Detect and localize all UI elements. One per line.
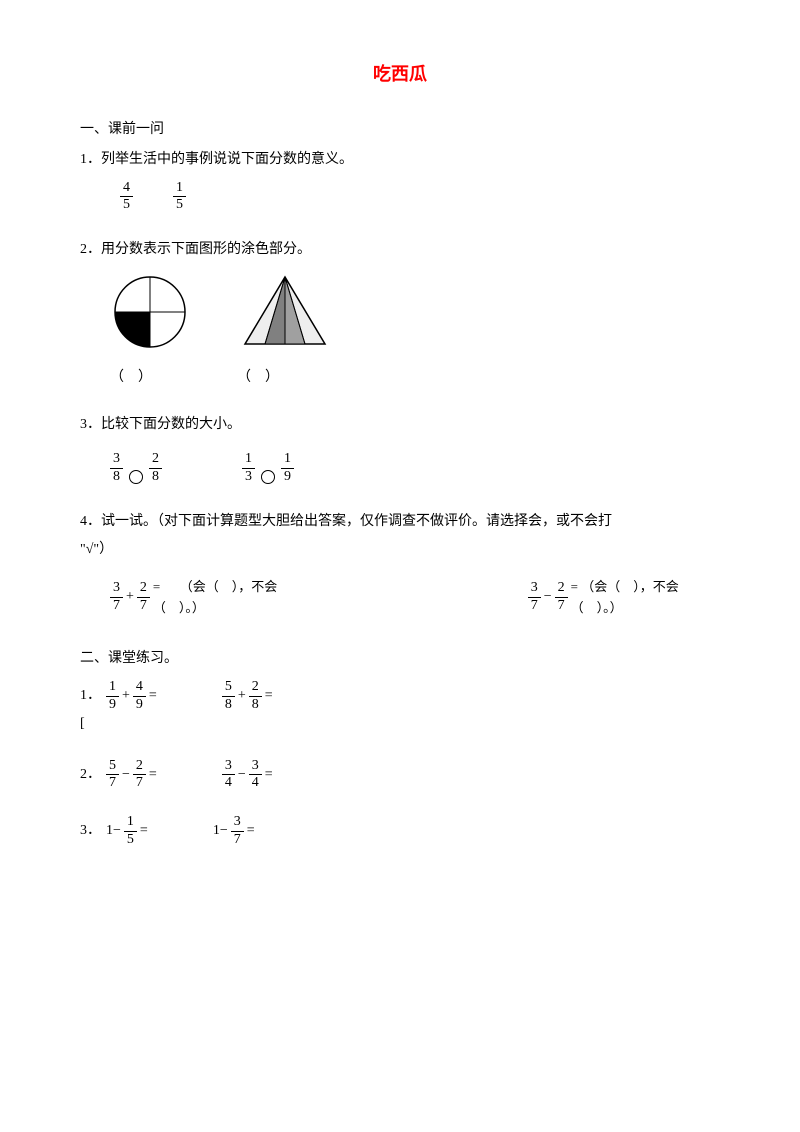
section-2-header: 二、课堂练习。	[80, 648, 720, 670]
q3-text: 3．比较下面分数的大小。	[80, 414, 720, 436]
q2-answers: （ ） （ ）	[110, 367, 720, 389]
fraction-4-5: 4 5	[120, 180, 133, 215]
section-1-header: 一、课前一问	[80, 119, 720, 141]
practice-row-2: 2． 57 − 27 = 34 − 34 =	[110, 758, 720, 793]
q2-text: 2．用分数表示下面图形的涂色部分。	[80, 239, 720, 261]
q2-answer-2[interactable]: （ ）	[237, 367, 279, 389]
q2-answer-1[interactable]: （ ）	[110, 367, 152, 389]
row-label: 3．	[80, 820, 101, 842]
compare-circle-icon[interactable]	[261, 470, 275, 484]
q1-text: 1．列举生活中的事例说说下面分数的意义。	[80, 149, 720, 171]
fraction-1-5: 1 5	[173, 180, 186, 215]
row-label: 1．	[80, 685, 101, 707]
page-title: 吃西瓜	[80, 60, 720, 89]
q3-items: 38 28 13 19	[110, 451, 720, 486]
circle-shape-icon	[110, 272, 190, 352]
bracket-text: [	[80, 713, 720, 735]
compare-circle-icon[interactable]	[129, 470, 143, 484]
row-label: 2．	[80, 764, 101, 786]
q4-expr-2: 37 − 27 = （会（ ），不会（ ）。）	[528, 577, 720, 619]
q4-items: 37 + 27 = （会（ ），不会（ ）。） 37 − 27 = （会（ ），…	[110, 577, 720, 619]
q4-text2: "√"）	[80, 539, 720, 561]
q2-shapes	[110, 272, 720, 352]
triangle-shape-icon	[240, 272, 330, 352]
q4-expr-1: 37 + 27 = （会（ ），不会（ ）。）	[110, 577, 318, 619]
compare-2: 13 19	[242, 451, 294, 486]
compare-1: 38 28	[110, 451, 162, 486]
practice-row-1: 1． 19 + 49 = 58 + 28 =	[110, 679, 720, 714]
q4-text: 4．试一试。（对下面计算题型大胆给出答案，仅作调查不做评价。请选择会，或不会打	[80, 511, 720, 533]
q1-fractions: 4 5 1 5	[120, 180, 720, 215]
practice-row-3: 3． 1− 15 = 1− 37 =	[110, 814, 720, 849]
